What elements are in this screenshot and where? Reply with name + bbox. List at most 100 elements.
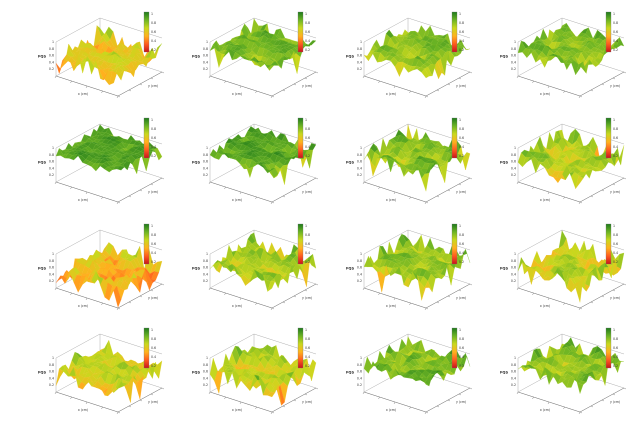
colorbar-tick-label: 0.4	[305, 39, 310, 43]
z-tick-label: 0.6	[511, 54, 516, 58]
colorbar-tick-label: 0.4	[151, 251, 156, 255]
axis-box-line	[517, 333, 563, 359]
y-axis-label: y (cm)	[302, 84, 312, 88]
surface-facet	[421, 68, 430, 79]
x-tick-mark	[424, 201, 427, 205]
colorbar-tick-label: 0.6	[305, 30, 310, 34]
z-tick-label: 0.4	[49, 376, 54, 380]
axis-box-line	[407, 333, 471, 355]
colorbar-tick-label: 0.4	[613, 251, 618, 255]
y-tick-mark	[161, 71, 165, 74]
z-axis-label: FQS	[192, 370, 201, 374]
colorbar-tick-label: 0.8	[459, 127, 464, 131]
z-tick-label: 0.8	[203, 47, 208, 51]
y-tick-mark	[447, 399, 451, 402]
colorbar-tick-label: 0.2	[305, 48, 310, 52]
colorbar-tick-label: 0.8	[459, 233, 464, 237]
x-tick-mark	[578, 307, 581, 311]
x-tick-mark	[393, 191, 396, 195]
z-tick-label: 0.8	[49, 47, 54, 51]
x-tick-mark	[424, 307, 427, 311]
x-tick-mark	[378, 80, 380, 84]
z-tick-label: 0.2	[203, 67, 208, 71]
z-tick-label: 0.6	[511, 160, 516, 164]
colorbar-tick-label: 0.4	[305, 251, 310, 255]
colorbar	[297, 117, 304, 159]
z-tick-label: 0.6	[203, 54, 208, 58]
colorbar-tick-label: 0.6	[151, 136, 156, 140]
z-tick-label: 0.4	[203, 166, 208, 170]
z-tick-label: 0.6	[203, 160, 208, 164]
colorbar-tick-label: 0.8	[305, 21, 310, 25]
surface-facet	[113, 168, 122, 171]
z-axis-label: FQS	[500, 266, 509, 270]
y-tick-mark	[623, 283, 627, 286]
surface-plot-svg: 0.2 0.4 0.6 0.8 1 FQS x (cm) y (cm) 1 0.8 0.6 0.4 0.…	[500, 327, 627, 415]
colorbar-tick-label: 1	[613, 12, 615, 16]
surface-facet	[267, 61, 276, 69]
surface-facet	[363, 356, 372, 374]
y-tick-mark	[579, 201, 583, 204]
colorbar-tick-label: 0.2	[305, 154, 310, 158]
z-tick-label: 0.2	[49, 67, 54, 71]
colorbar	[451, 327, 458, 369]
x-tick-mark	[239, 297, 242, 301]
y-tick-mark	[447, 83, 451, 86]
x-tick-mark	[532, 292, 534, 296]
surface-facet	[113, 67, 122, 84]
y-tick-mark	[282, 89, 286, 92]
colorbar	[451, 117, 458, 159]
surface-mesh	[517, 337, 625, 395]
z-tick-label: 0.8	[357, 47, 362, 51]
y-tick-mark	[271, 201, 275, 204]
y-tick-mark	[293, 295, 297, 298]
colorbar-tick-label: 0.4	[151, 355, 156, 359]
x-axis-label: x (cm)	[540, 92, 550, 96]
colorbar-tick-label: 0.4	[459, 39, 464, 43]
z-tick-label: 0.2	[49, 383, 54, 387]
y-axis-label: y (cm)	[302, 296, 312, 300]
surface-plot-panel: 0.2 0.4 0.6 0.8 1 FQS x (cm) y (cm) 1 0.8 0.6 0.4 0.…	[340, 112, 490, 210]
x-tick-mark	[532, 186, 534, 190]
x-tick-mark	[85, 401, 88, 405]
y-tick-mark	[128, 301, 132, 304]
surface-facet	[421, 173, 430, 192]
colorbar-tick-label: 1	[305, 12, 307, 16]
y-axis-label: y (cm)	[610, 296, 620, 300]
colorbar-tick-label: 0.6	[151, 30, 156, 34]
surface-mesh	[363, 336, 471, 387]
y-tick-mark	[161, 177, 165, 180]
x-tick-mark	[547, 191, 550, 195]
y-tick-mark	[128, 195, 132, 198]
z-tick-label: 1	[514, 356, 516, 360]
y-tick-mark	[436, 301, 440, 304]
surface-plot-svg: 0.2 0.4 0.6 0.8 1 FQS x (cm) y (cm) 1 0.8 0.6 0.4 0.…	[38, 327, 165, 415]
y-tick-mark	[117, 411, 121, 414]
surface-plot-panel: 0.2 0.4 0.6 0.8 1 FQS x (cm) y (cm) 1 0.8 0.6 0.4 0.…	[494, 218, 640, 316]
x-tick-mark	[378, 396, 380, 400]
x-axis-label: x (cm)	[386, 408, 396, 412]
y-tick-mark	[139, 83, 143, 86]
x-axis-label: x (cm)	[78, 198, 88, 202]
x-tick-mark	[547, 401, 550, 405]
axis-box-line	[363, 333, 409, 359]
z-tick-label: 0.4	[49, 272, 54, 276]
surface-mesh	[363, 124, 471, 192]
surface-mesh	[209, 344, 317, 406]
colorbar-tick-label: 0.6	[613, 346, 618, 350]
x-tick-mark	[378, 186, 380, 190]
y-tick-mark	[282, 405, 286, 408]
surface-plot-panel: 0.2 0.4 0.6 0.8 1 FQS x (cm) y (cm) 1 0.8 0.6 0.4 0.…	[340, 322, 490, 420]
z-tick-label: 0.8	[357, 153, 362, 157]
x-tick-mark	[101, 302, 103, 306]
colorbar	[297, 327, 304, 369]
x-tick-mark	[224, 186, 226, 190]
colorbar-tick-label: 0.8	[305, 337, 310, 341]
colorbar-tick-label: 0.6	[613, 242, 618, 246]
axis-box-line	[253, 229, 317, 251]
colorbar-tick-label: 0.2	[151, 364, 156, 368]
y-axis-label: y (cm)	[610, 400, 620, 404]
axis-box-line	[517, 123, 563, 149]
y-axis-label: y (cm)	[610, 84, 620, 88]
surface-plot-svg: 0.2 0.4 0.6 0.8 1 FQS x (cm) y (cm) 1 0.8 0.6 0.4 0.…	[500, 117, 627, 205]
